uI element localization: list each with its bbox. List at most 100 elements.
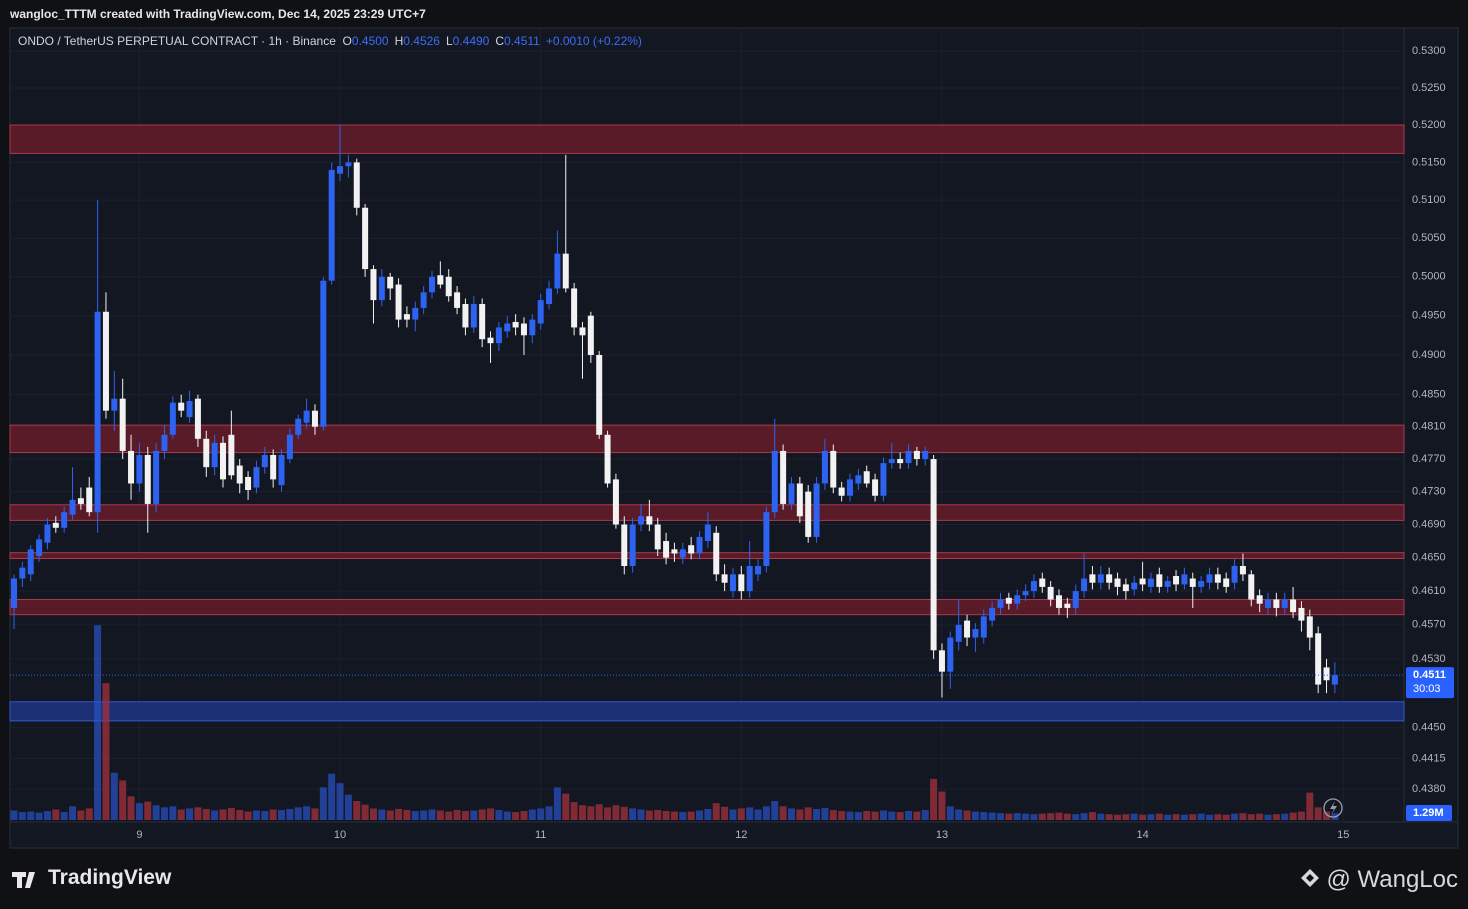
candle-body: [437, 275, 444, 285]
volume-bar: [980, 812, 988, 820]
candle-body: [412, 307, 419, 320]
candle-body: [169, 402, 176, 435]
price-label-box: [1406, 667, 1454, 699]
candle-body: [872, 479, 879, 496]
candle-body: [847, 479, 853, 496]
volume-bar: [1239, 813, 1247, 820]
volume-bar: [637, 809, 645, 820]
ohlc-value: 0.4511: [504, 34, 540, 48]
candle-body: [311, 410, 318, 427]
candle-body: [220, 442, 226, 480]
volume-bar: [846, 811, 854, 820]
candle-body: [328, 169, 335, 281]
volume-bar: [294, 807, 302, 820]
candle-body: [1131, 582, 1138, 590]
volume-bar: [1022, 813, 1030, 820]
candle-body: [445, 276, 452, 297]
volume-bar: [1197, 813, 1205, 820]
volume-bar: [1172, 814, 1180, 820]
candle-body: [320, 280, 327, 427]
candle-body: [654, 524, 661, 550]
volume-bar: [787, 808, 795, 820]
candle-body: [763, 512, 770, 566]
volume-bar: [930, 778, 938, 820]
candle-body: [1122, 584, 1129, 592]
x-tick-label: 12: [735, 829, 747, 841]
candle-body: [771, 450, 778, 513]
y-tick-label: 0.5000: [1412, 271, 1446, 283]
volume-bar: [737, 808, 745, 820]
candle-body: [1173, 576, 1180, 585]
volume-bar: [687, 811, 695, 820]
volume-bar: [921, 810, 929, 820]
volume-bar: [436, 810, 444, 820]
candle-body: [1047, 586, 1054, 600]
candle-body: [813, 483, 820, 537]
volume-bar: [361, 804, 369, 820]
candle-body: [178, 402, 185, 411]
candle-body: [562, 253, 569, 289]
volume-bar: [813, 808, 821, 820]
volume-bar: [1030, 814, 1038, 820]
candle-body: [913, 450, 920, 460]
volume-label: 1.29M: [1413, 807, 1444, 819]
volume-bar: [344, 794, 352, 820]
volume-bar: [252, 810, 260, 820]
candle-body: [980, 616, 987, 638]
volume-bar: [27, 811, 35, 820]
volume-bar: [303, 806, 311, 820]
candle-body: [529, 319, 536, 336]
volume-bar: [1297, 811, 1305, 820]
volume-bar: [1047, 813, 1055, 820]
candle-body: [1306, 616, 1313, 638]
volume-bar: [403, 810, 411, 820]
candle-body: [1097, 574, 1104, 583]
header-bar: wangloc_TTTM created with TradingView.co…: [10, 7, 426, 21]
volume-bar: [754, 809, 762, 820]
y-tick-label: 0.4690: [1412, 518, 1446, 530]
volume-bar: [470, 810, 478, 820]
candle-body: [403, 314, 410, 320]
volume-bar: [319, 787, 327, 820]
volume-bar: [445, 811, 453, 820]
candle-body: [1331, 675, 1338, 685]
volume-bar: [804, 807, 812, 820]
volume-bar: [177, 809, 185, 820]
volume-bar: [829, 810, 837, 820]
volume-bar: [854, 812, 862, 820]
volume-bar: [336, 783, 344, 820]
ohlc-key: L: [445, 34, 453, 48]
ohlc-key: C: [495, 34, 505, 48]
volume-bar: [888, 811, 896, 820]
candle-body: [1156, 574, 1163, 587]
volume-bar: [512, 812, 520, 820]
candle-body: [186, 401, 193, 418]
volume-bar: [762, 806, 770, 820]
candle-body: [663, 541, 670, 558]
candle-body: [679, 549, 686, 558]
volume-bar: [1222, 814, 1230, 820]
candle-body: [479, 303, 486, 340]
volume-bar: [10, 810, 18, 820]
volume-bar: [69, 806, 77, 820]
y-tick-label: 0.4950: [1412, 310, 1446, 322]
volume-bar: [160, 807, 168, 820]
zone: [9, 599, 1405, 616]
volume-bar: [169, 806, 177, 820]
candle-body: [119, 398, 126, 451]
candle-body: [495, 327, 502, 344]
replay-icon[interactable]: [1323, 798, 1343, 818]
candle-body: [629, 524, 636, 566]
candle-body: [161, 434, 168, 451]
volume-bar: [955, 809, 963, 820]
volume-bar: [1080, 813, 1088, 820]
candle-body: [1114, 578, 1121, 587]
price-label: 0.4511: [1413, 669, 1446, 681]
candle-body: [755, 565, 762, 575]
volume-bar: [236, 810, 244, 820]
volume-bar: [1323, 811, 1331, 820]
candle-body: [345, 162, 352, 167]
y-tick-label: 0.4380: [1412, 783, 1446, 795]
candle-body: [955, 624, 962, 642]
